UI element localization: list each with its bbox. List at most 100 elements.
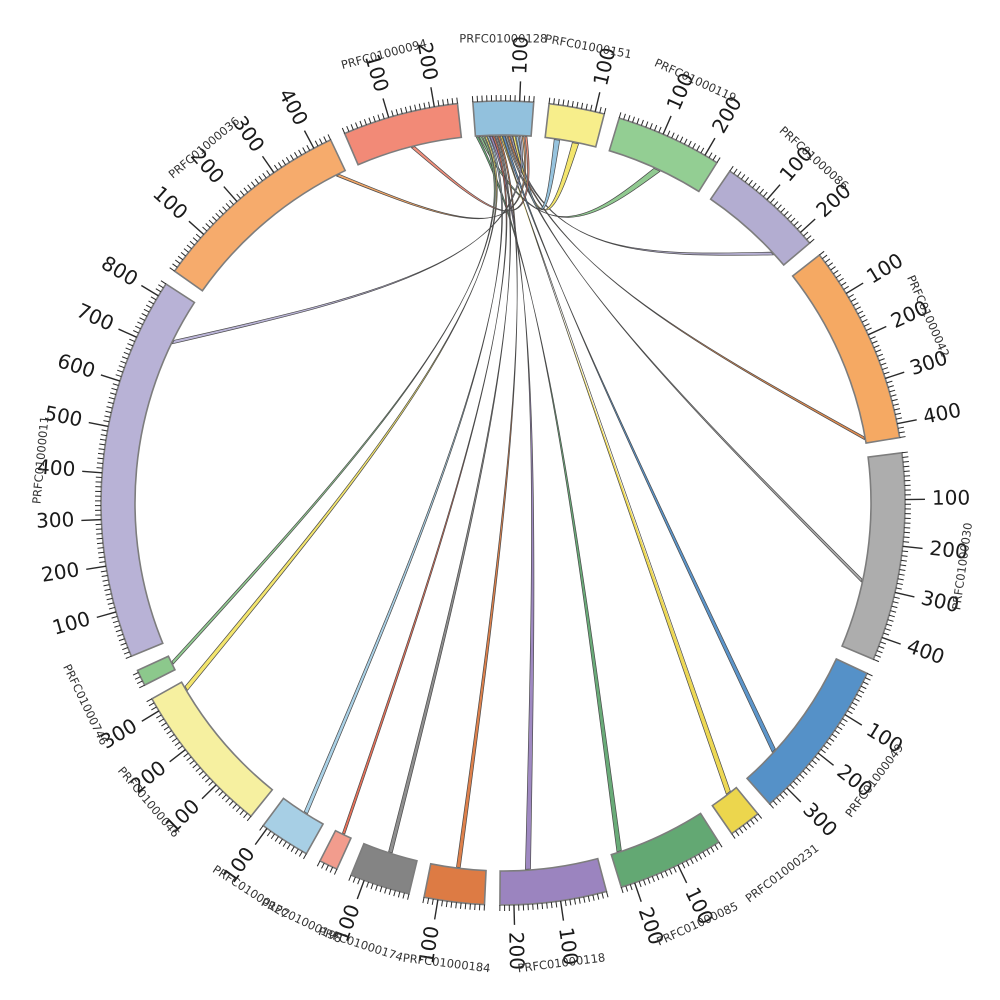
major-tick [88, 421, 109, 428]
minor-tick [710, 846, 715, 853]
minor-tick [316, 860, 321, 867]
minor-tick [348, 874, 352, 881]
ribbon-PRFC01000198-6 [342, 135, 508, 835]
minor-tick [679, 136, 684, 143]
minor-tick [838, 277, 844, 283]
major-tick [594, 92, 601, 112]
minor-tick [122, 647, 129, 651]
minor-tick [228, 800, 234, 806]
minor-tick [258, 175, 263, 182]
minor-tick [306, 144, 311, 151]
tick-label-PRFC01000030-200: 200 [928, 536, 969, 564]
minor-tick [862, 681, 869, 685]
minor-tick [826, 741, 832, 746]
minor-tick [298, 149, 303, 156]
minor-tick [884, 628, 891, 631]
minor-tick [459, 902, 462, 909]
minor-tick [294, 848, 299, 855]
major-tick [662, 115, 672, 135]
minor-tick [893, 408, 901, 411]
minor-tick [685, 860, 690, 867]
segment-PRFC01000151 [544, 102, 606, 148]
minor-tick [166, 730, 172, 735]
tick-label-PRFC01000049-300: 300 [798, 797, 842, 841]
minor-tick [896, 582, 903, 586]
minor-tick [546, 902, 548, 909]
minor-tick [208, 781, 214, 786]
minor-tick [359, 120, 363, 127]
minor-tick [208, 219, 214, 225]
major-tick [786, 787, 802, 803]
minor-tick [819, 250, 825, 256]
minor-tick [99, 561, 106, 563]
minor-tick [400, 107, 403, 114]
tick-label-PRFC01000118-200: 200 [504, 931, 529, 970]
tick-label-PRFC01000036-400: 400 [274, 84, 313, 129]
minor-tick [625, 885, 629, 892]
minor-tick [118, 638, 125, 642]
minor-tick [115, 374, 122, 378]
minor-tick [107, 401, 114, 405]
minor-tick [96, 542, 104, 545]
minor-tick [427, 897, 430, 905]
minor-tick [849, 706, 856, 711]
tick-label-PRFC01000036-100: 100 [148, 181, 192, 224]
major-tick [845, 282, 864, 295]
minor-tick [787, 214, 793, 220]
minor-tick [123, 651, 130, 655]
minor-tick [289, 154, 294, 161]
minor-tick [873, 658, 880, 663]
minor-tick [769, 803, 774, 809]
minor-tick [135, 325, 141, 330]
ribbon-PRFC01000094-18 [410, 136, 530, 212]
minor-tick [177, 255, 184, 261]
minor-tick [146, 698, 153, 703]
tick-label-PRFC01000011-600: 600 [55, 348, 99, 382]
minor-tick [842, 718, 848, 723]
minor-tick [97, 452, 105, 455]
minor-tick [750, 819, 755, 825]
minor-tick [900, 564, 907, 567]
minor-tick [397, 891, 401, 898]
minor-tick [694, 856, 698, 862]
minor-tick [127, 343, 134, 347]
segment-PRFC01000094 [343, 102, 463, 166]
minor-tick [895, 412, 902, 416]
minor-tick [671, 132, 675, 139]
minor-tick [101, 429, 108, 432]
segments [100, 100, 906, 906]
tick-label-PRFC01000042-100: 100 [862, 248, 907, 288]
minor-tick [753, 816, 759, 822]
minor-tick [141, 313, 148, 317]
minor-tick [346, 125, 350, 132]
minor-tick [97, 457, 104, 460]
minor-tick [893, 596, 900, 599]
minor-tick [151, 706, 157, 711]
minor-tick [587, 895, 591, 902]
minor-tick [883, 371, 890, 375]
tick-label-PRFC01000011-700: 700 [73, 298, 118, 336]
ribbon-PRFC01000174-7 [388, 135, 512, 854]
minor-tick [669, 868, 673, 875]
minor-tick [548, 97, 551, 104]
minor-tick [239, 809, 245, 816]
ribbon-PRFC01000231-9 [499, 135, 731, 795]
major-tick [201, 784, 217, 800]
minor-tick [117, 633, 124, 637]
minor-tick [828, 737, 835, 742]
minor-tick [802, 770, 808, 776]
minor-tick [201, 774, 207, 779]
minor-tick [740, 174, 746, 180]
segment-PRFC01000127 [262, 797, 325, 855]
minor-tick [735, 830, 740, 837]
ribbon-PRFC01000127-4 [303, 135, 503, 814]
minor-tick [161, 722, 167, 727]
segment-PRFC01000198 [318, 829, 353, 871]
minor-tick [583, 896, 586, 903]
minor-tick [805, 766, 811, 772]
minor-tick [97, 547, 104, 549]
minor-tick [368, 117, 372, 124]
minor-tick [169, 267, 175, 272]
minor-tick [900, 559, 907, 562]
minor-tick [442, 99, 445, 106]
